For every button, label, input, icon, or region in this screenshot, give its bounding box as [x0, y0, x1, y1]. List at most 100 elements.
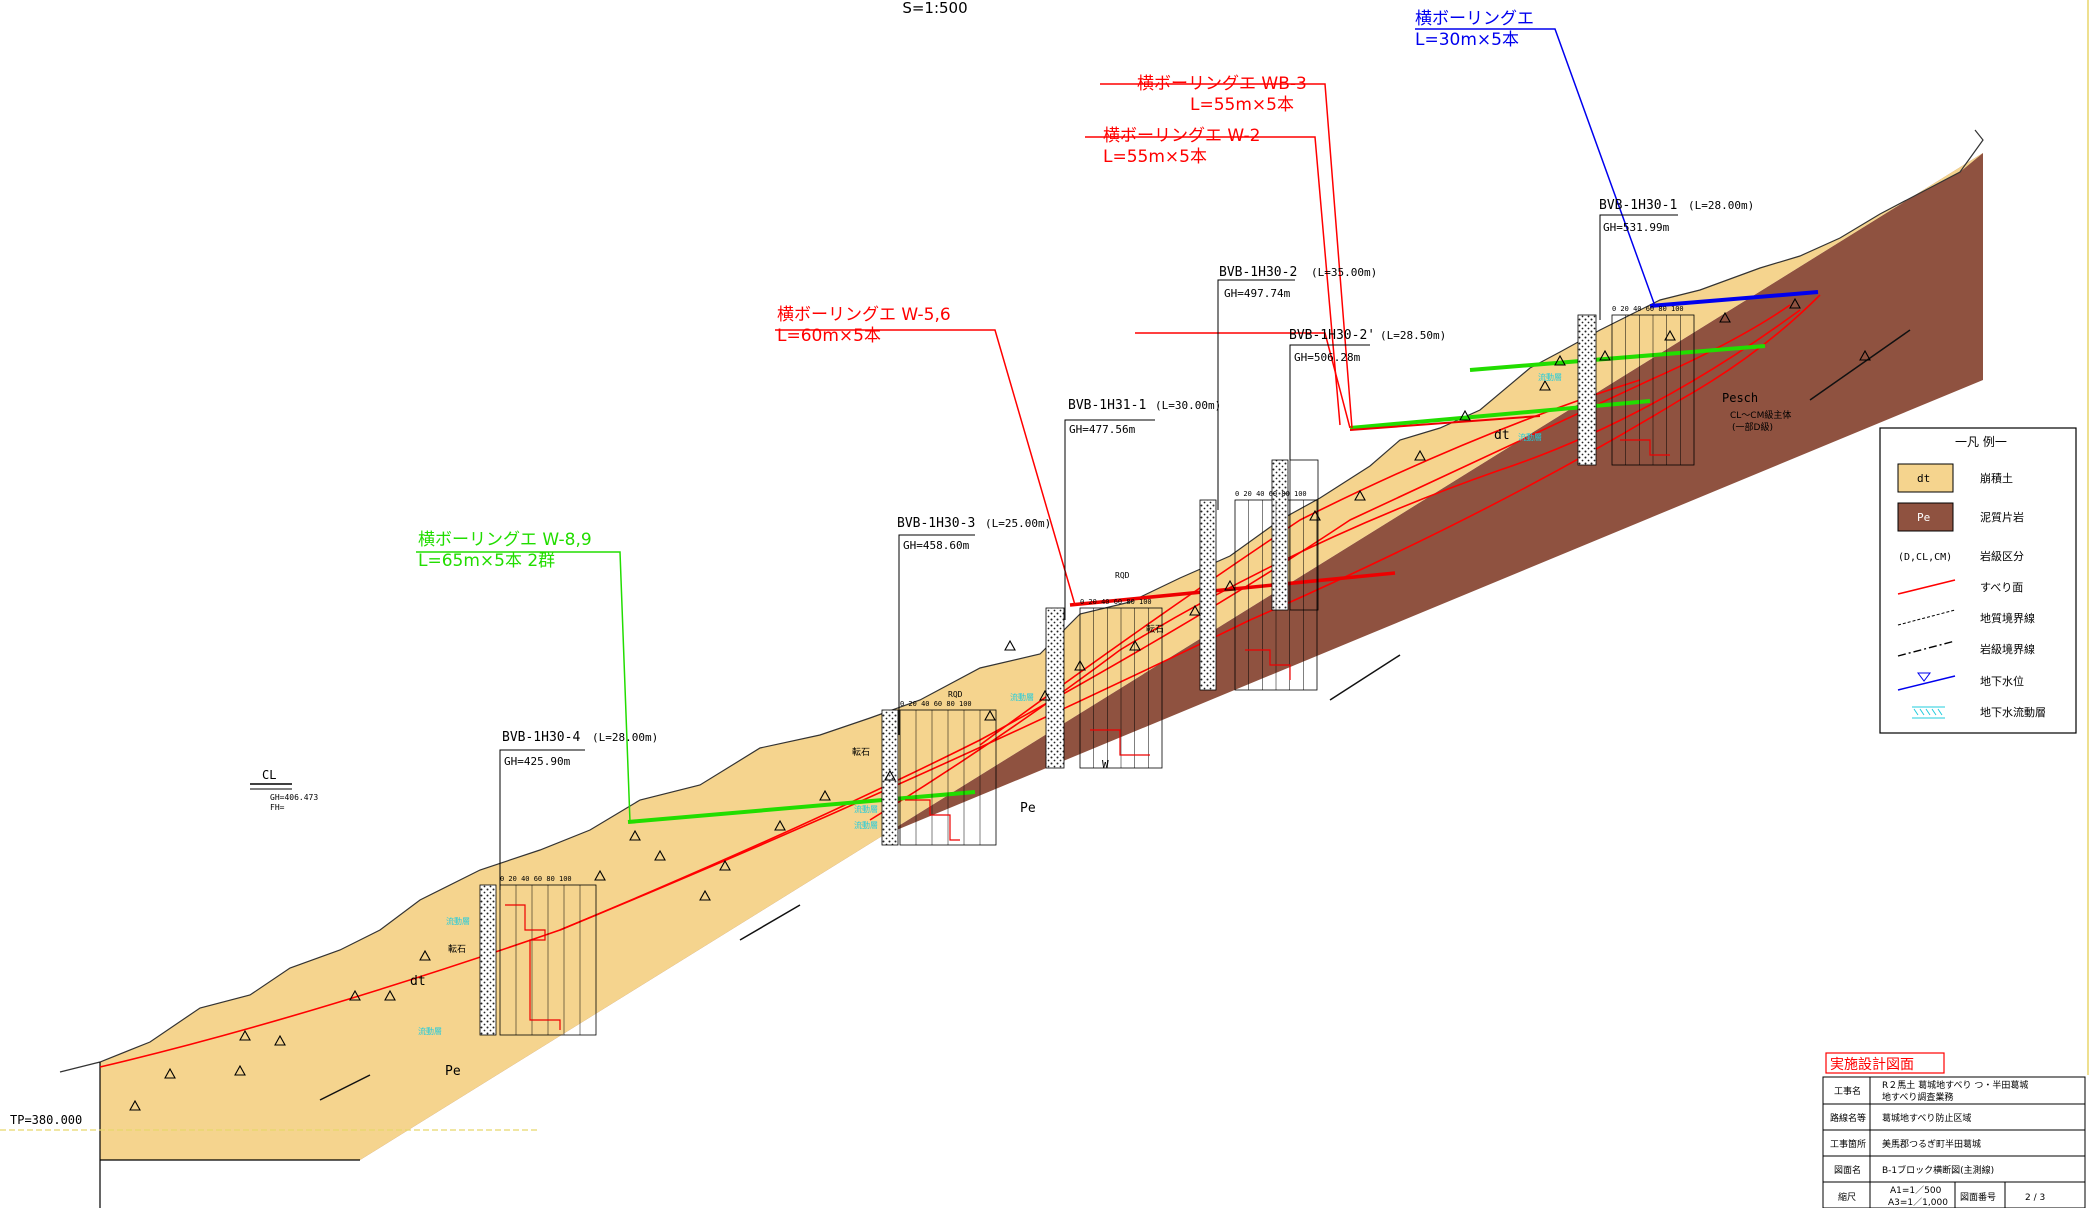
borehole-labels: BVB-1H30-4 (L=28.00m) GH=425.90m BVB-1H3…: [502, 198, 1754, 768]
bh4-name: BVB-1H30-4: [502, 730, 580, 745]
tenseki-label-3: 転石: [1146, 624, 1164, 635]
triangle-symbol: [1189, 604, 1201, 616]
callout-w2-length: L=55m×5本: [1103, 147, 1207, 167]
drain-red-w2: [1349, 415, 1541, 431]
callout-w56-length: L=60m×5本: [777, 326, 881, 346]
flow-layer-1: 流動層: [446, 916, 470, 926]
dt-label: dt: [410, 974, 426, 989]
triangle-symbol: [1004, 639, 1016, 651]
bh3-column: [881, 709, 899, 846]
legend-pe-label: 泥質片岩: [1980, 510, 2024, 524]
bh1-gh: GH=531.99m: [1603, 221, 1670, 234]
triangle-symbol: [1664, 329, 1676, 341]
center-line-marker: CL GH=406.473 FH=: [250, 768, 318, 812]
callout-w89-title: 横ボーリングエ W-8,9: [418, 530, 592, 550]
tb-row4-value: B-1ブロック横断図(主測線): [1882, 1164, 1994, 1176]
triangle-symbol: [1074, 659, 1086, 671]
groundwater-flow-layers: 流動層 流動層 流動層 流動層 流動層 流動層 流動層: [418, 372, 1562, 1036]
flow-layer-6: 流動層: [1518, 432, 1542, 442]
bh1-column: [1577, 314, 1597, 466]
triangle-symbol: [1224, 579, 1236, 591]
callout-top-title: 横ボーリングエ: [1415, 9, 1534, 29]
tb-scale-a1: A1=1／500: [1890, 1185, 1942, 1196]
triangle-symbol: [1309, 509, 1321, 521]
title-badge-frame: [1825, 1052, 1945, 1074]
tb-drawing-no: 2 / 3: [2025, 1193, 2045, 1203]
triangle-symbol: [594, 869, 606, 881]
cl-gh: GH=406.473: [270, 793, 318, 802]
bh4-length: (L=28.00m): [592, 731, 658, 744]
w-label: W: [1102, 758, 1109, 771]
legend-slip-label: すべり面: [1980, 581, 2023, 594]
legend-flow-layer-label: 地下水流動層: [1980, 705, 2046, 719]
legend-rockclass-swatch: (D,CL,CM): [1898, 552, 1952, 563]
triangle-symbol: [1354, 489, 1366, 501]
tb-row1-key: 工事名: [1834, 1085, 1861, 1097]
triangle-symbol: [164, 1067, 176, 1079]
flow-layer-4: 流動層: [854, 820, 878, 830]
bh31-gh: GH=477.56m: [1069, 423, 1136, 436]
tb-row2-value: 葛城地すべり防止区域: [1882, 1112, 1971, 1124]
pesch-note-1: CL〜CM級主体: [1730, 409, 1791, 421]
triangle-symbol: [819, 789, 831, 801]
triangle-symbol: [1859, 349, 1871, 361]
bh2p-length: (L=28.50m): [1380, 329, 1446, 342]
bh31-length: (L=30.00m): [1155, 399, 1221, 412]
drain-w56: [1069, 571, 1396, 607]
triangle-symbol: [984, 709, 996, 721]
triangle-symbol: [129, 1099, 141, 1111]
legend-dt-swatch: [1897, 463, 1954, 493]
pesch-note-2: (一部D級): [1732, 421, 1773, 433]
legend-dt-swatch-text: dt: [1917, 472, 1930, 485]
legend-slip-line: [1897, 579, 1956, 595]
tb-row1-value1: R２馬土 葛城地すべり つ・半田葛城: [1882, 1079, 2028, 1091]
callout-w89-length: L=65m×5本 2群: [418, 551, 555, 571]
triangle-symbol: [699, 889, 711, 901]
legend-rock-label: 岩級境界線: [1980, 642, 2035, 656]
tb-row1-value2: 地すべり調査業務: [1882, 1091, 1953, 1103]
bh4-gh: GH=425.90m: [504, 755, 571, 768]
bh2-name: BVB-1H30-2: [1219, 265, 1297, 280]
bh2-length: (L=35.00m): [1311, 266, 1377, 279]
log-scale-ticks: 0 20 40 60 80 100: [1080, 598, 1152, 606]
triangle-symbol: [349, 989, 361, 1001]
legend-flow-layer-icon: [1912, 706, 1945, 719]
triangle-symbol: [884, 769, 896, 781]
log-grid-lines: [515, 315, 1681, 1035]
pe-label-mid: Pe: [1020, 801, 1036, 816]
dt-gravel-symbols: [129, 297, 1871, 1111]
flow-layer-2: 流動層: [418, 1026, 442, 1036]
triangle-symbol: [719, 859, 731, 871]
bh3-gh: GH=458.60m: [903, 539, 970, 552]
callout-wb3-length: L=55m×5本: [1190, 95, 1294, 115]
triangle-symbol: [239, 1029, 251, 1041]
callout-wb3-title: 横ボーリングエ WB-3: [1137, 74, 1307, 94]
triangle-symbol: [654, 849, 666, 861]
drawing-scale: S=1:500: [902, 0, 967, 17]
bh31-name: BVB-1H31-1: [1068, 398, 1146, 413]
triangle-symbol: [274, 1034, 286, 1046]
drain-w2-wb3: [1349, 399, 1651, 430]
tb-row2-key: 路線名等: [1830, 1112, 1866, 1124]
callout-top-length: L=30m×5本: [1415, 30, 1519, 50]
rqd-label-3: RQD: [948, 690, 963, 699]
triangle-symbol: [1539, 379, 1551, 391]
cl-fh: FH=: [270, 803, 285, 812]
dt-colluvium-layer: [100, 153, 1983, 1160]
cl-label: CL: [262, 768, 276, 782]
legend-title: 一凡 例一: [1955, 435, 2007, 449]
tb-row4-key: 図面名: [1834, 1164, 1861, 1176]
triangle-symbol: [234, 1064, 246, 1076]
bh2p-column: [1271, 459, 1289, 611]
flow-layer-3: 流動層: [854, 804, 878, 814]
bh2-column: [1199, 499, 1217, 691]
rqd-label-31: RQD: [1115, 571, 1130, 580]
legend: 一凡 例一 dt 崩積土 Pe 泥質片岩 (D,CL,CM) 岩級区分 すべり面…: [1879, 427, 2077, 734]
triangle-symbol: [1129, 639, 1141, 651]
triangle-symbol: [1414, 449, 1426, 461]
triangle-symbol: [1039, 689, 1051, 701]
triangle-symbol: [1789, 297, 1801, 309]
bh1-length: (L=28.00m): [1688, 199, 1754, 212]
log-scale-ticks: 0 20 40 60 80 100: [1612, 305, 1684, 313]
